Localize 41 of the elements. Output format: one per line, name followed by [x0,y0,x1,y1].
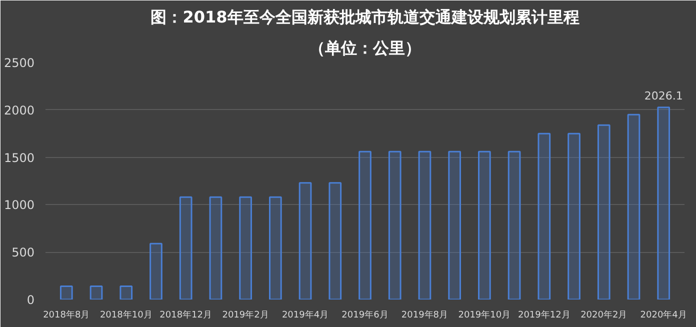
x-tick-label: 2019年10月 [458,310,511,320]
y-tick-label: 500 [12,246,34,260]
x-tick-label: 2019年12月 [518,310,570,320]
x-tick-label: 2018年10月 [100,310,152,320]
data-label: 2026.1 [644,89,683,102]
bar [239,196,252,300]
bar [268,196,282,300]
x-tick-label: 2018年8月 [43,310,90,320]
y-tick-label: 2000 [4,103,35,118]
x-tick-label: 2019年8月 [401,310,448,320]
bar [120,285,133,300]
x-tick-label: 2020年2月 [580,310,628,320]
bar [597,124,610,300]
bar [150,242,162,300]
bar [538,132,551,300]
x-tick-label: 2018年12月 [160,310,212,320]
bar [209,196,222,300]
bar [448,150,462,300]
y-tick-label: 2500 [4,56,35,70]
bar [657,106,670,300]
chart-title: 图：2018年至今全国新获批城市轨道交通建设规划累计里程 [150,8,580,26]
bar [508,150,521,300]
bar [90,285,103,300]
bar [328,182,342,300]
bar [60,285,73,300]
bar [418,150,432,300]
bar [568,132,580,300]
x-tick-label: 2020年4月 [640,310,687,320]
bar [627,114,640,300]
x-tick-label: 2019年2月 [222,310,269,320]
chart-subtitle: （单位：公里） [309,38,421,58]
y-tick-label: 0 [26,293,35,307]
bar [358,150,372,300]
bar [298,182,312,300]
x-tick-label: 2019年6月 [342,310,388,320]
y-tick-label: 1000 [4,198,35,212]
x-tick-label: 2019年4月 [282,310,329,320]
bar [388,150,402,300]
bar [478,150,491,300]
bar [179,196,192,300]
y-tick-label: 1500 [4,150,35,165]
